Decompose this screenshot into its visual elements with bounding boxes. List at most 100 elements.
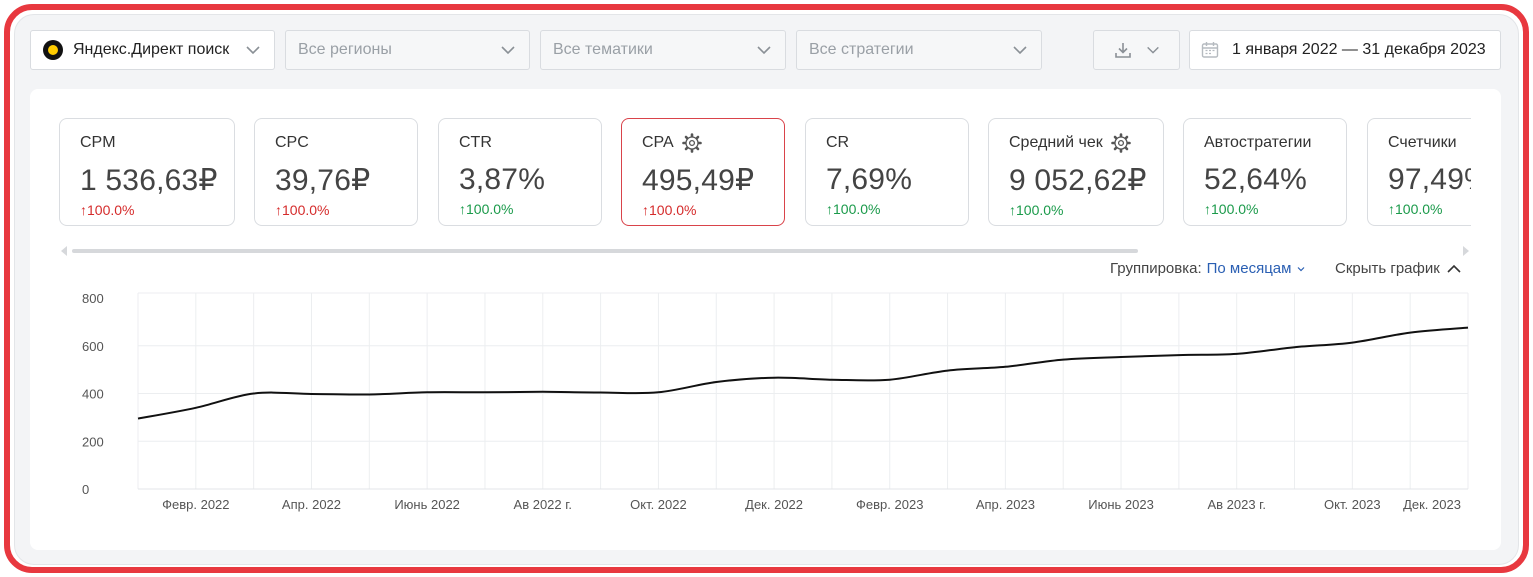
- y-tick-label: 200: [82, 434, 104, 449]
- horizontal-scrollbar[interactable]: [72, 249, 1138, 253]
- x-tick-label: Июнь 2022: [394, 497, 460, 512]
- metric-value: 97,49%: [1388, 163, 1471, 196]
- hide-chart-button[interactable]: Скрыть график: [1335, 260, 1462, 277]
- topics-select[interactable]: Все тематики: [540, 30, 786, 70]
- regions-select-label: Все регионы: [298, 41, 392, 58]
- arrow-up-icon: ↑: [1388, 201, 1395, 217]
- metric-name: CPM: [80, 133, 214, 153]
- metric-value: 9 052,62₽: [1009, 164, 1147, 197]
- metric-card[interactable]: CPM 1 536,63₽ ↑100.0%: [59, 118, 235, 226]
- gear-icon[interactable]: [681, 133, 702, 153]
- source-select[interactable]: Яндекс.Директ поиск: [30, 30, 275, 70]
- metric-card[interactable]: Счетчики 97,49% ↑100.0%: [1367, 118, 1471, 226]
- gear-icon[interactable]: [1110, 133, 1131, 153]
- metric-name-label: CPA: [642, 134, 674, 151]
- y-tick-label: 800: [82, 291, 104, 306]
- metric-delta-value: 100.0%: [1395, 201, 1443, 217]
- metric-name: Автостратегии: [1204, 133, 1326, 153]
- scroll-right-arrow[interactable]: [1463, 246, 1469, 256]
- metric-card[interactable]: Средний чек 9 052,62₽ ↑100.0%: [988, 118, 1164, 226]
- metric-delta-value: 100.0%: [649, 202, 697, 218]
- y-tick-label: 400: [82, 387, 104, 402]
- topics-select-label: Все тематики: [553, 41, 653, 58]
- metric-name: Счетчики: [1388, 133, 1471, 153]
- arrow-up-icon: ↑: [1009, 202, 1016, 218]
- x-tick-label: Февр. 2022: [162, 497, 229, 512]
- metric-name: CPC: [275, 133, 397, 153]
- metric-value: 495,49₽: [642, 164, 755, 197]
- metric-name-label: Автостратегии: [1204, 134, 1312, 151]
- metric-delta: ↑100.0%: [1204, 201, 1326, 217]
- metric-value: 7,69%: [826, 163, 913, 196]
- metric-name: CTR: [459, 133, 581, 153]
- metric-card[interactable]: Автостратегии 52,64% ↑100.0%: [1183, 118, 1347, 226]
- x-tick-label: Окт. 2023: [1324, 497, 1381, 512]
- source-select-label: Яндекс.Директ поиск: [73, 41, 230, 58]
- metric-delta: ↑100.0%: [275, 202, 397, 218]
- x-tick-label: Окт. 2022: [630, 497, 687, 512]
- grouping-control: Группировка: По месяцам: [1110, 260, 1306, 277]
- metric-value: 1 536,63₽: [80, 164, 218, 197]
- strategies-select[interactable]: Все стратегии: [796, 30, 1042, 70]
- x-tick-label: Дек. 2023: [1403, 497, 1461, 512]
- x-tick-label: Июнь 2023: [1088, 497, 1154, 512]
- metric-delta: ↑100.0%: [459, 201, 581, 217]
- series-line: [137, 326, 1469, 420]
- metric-name: Средний чек: [1009, 133, 1143, 153]
- metric-delta: ↑100.0%: [642, 202, 764, 218]
- metric-value: 52,64%: [1204, 163, 1307, 196]
- grouping-select[interactable]: По месяцам: [1206, 260, 1292, 277]
- metric-name-label: CPC: [275, 134, 309, 151]
- strategies-select-label: Все стратегии: [809, 41, 914, 58]
- hide-chart-label: Скрыть график: [1335, 260, 1440, 277]
- arrow-up-icon: ↑: [1204, 201, 1211, 217]
- metric-name: CR: [826, 133, 948, 153]
- metric-name-label: Средний чек: [1009, 134, 1103, 151]
- metric-cards: CPM 1 536,63₽ ↑100.0% CPC 39,76₽ ↑100.0% CTR 3,…: [59, 118, 1471, 228]
- x-tick-label: Ав 2023 г.: [1207, 497, 1266, 512]
- x-tick-label: Апр. 2023: [976, 497, 1035, 512]
- metric-value: 39,76₽: [275, 164, 371, 197]
- arrow-up-icon: ↑: [642, 202, 649, 218]
- y-tick-label: 0: [82, 482, 89, 497]
- metric-delta-value: 100.0%: [1211, 201, 1259, 217]
- grouping-label: Группировка:: [1110, 260, 1202, 277]
- metric-name: CPA: [642, 133, 764, 153]
- chevron-down-icon: [1013, 46, 1027, 55]
- chevron-down-icon[interactable]: [1296, 264, 1306, 274]
- metric-card[interactable]: CPC 39,76₽ ↑100.0%: [254, 118, 418, 226]
- metrics-panel: CPM 1 536,63₽ ↑100.0% CPC 39,76₽ ↑100.0% CTR 3,…: [30, 89, 1501, 550]
- date-range-label: 1 января 2022 — 31 декабря 2023: [1232, 41, 1486, 58]
- download-button[interactable]: [1093, 30, 1180, 70]
- metric-delta: ↑100.0%: [80, 202, 214, 218]
- chevron-down-icon: [246, 46, 260, 55]
- x-tick-label: Февр. 2023: [856, 497, 923, 512]
- x-tick-label: Апр. 2022: [282, 497, 341, 512]
- arrow-up-icon: ↑: [459, 201, 466, 217]
- metric-delta: ↑100.0%: [1009, 202, 1143, 218]
- arrow-up-icon: ↑: [80, 202, 87, 218]
- download-icon: [1114, 43, 1131, 58]
- metric-delta-value: 100.0%: [282, 202, 330, 218]
- metric-name-label: CPM: [80, 134, 116, 151]
- chevron-up-icon: [1447, 264, 1461, 273]
- arrow-up-icon: ↑: [826, 201, 833, 217]
- yandex-logo-icon: [43, 40, 63, 60]
- metric-delta: ↑100.0%: [826, 201, 948, 217]
- metric-delta-value: 100.0%: [466, 201, 514, 217]
- cpa-line-chart: 0 200 400 600 800 Февр. 2022 Апр. 2022 Июнь 202…: [82, 291, 1469, 512]
- metric-card[interactable]: CTR 3,87% ↑100.0%: [438, 118, 602, 226]
- x-tick-label: Дек. 2022: [745, 497, 803, 512]
- scroll-left-arrow[interactable]: [61, 246, 67, 256]
- metric-name-label: Счетчики: [1388, 134, 1457, 151]
- metric-name-label: CTR: [459, 134, 492, 151]
- metric-delta-value: 100.0%: [833, 201, 881, 217]
- chevron-down-icon: [1146, 46, 1159, 54]
- metric-card[interactable]: CR 7,69% ↑100.0%: [805, 118, 969, 226]
- regions-select[interactable]: Все регионы: [285, 30, 530, 70]
- metric-name-label: CR: [826, 134, 850, 151]
- date-range-picker[interactable]: 1 января 2022 — 31 декабря 2023: [1189, 30, 1501, 70]
- metric-value: 3,87%: [459, 163, 546, 196]
- metric-card[interactable]: CPA 495,49₽ ↑100.0%: [621, 118, 785, 226]
- x-tick-label: Ав 2022 г.: [514, 497, 573, 512]
